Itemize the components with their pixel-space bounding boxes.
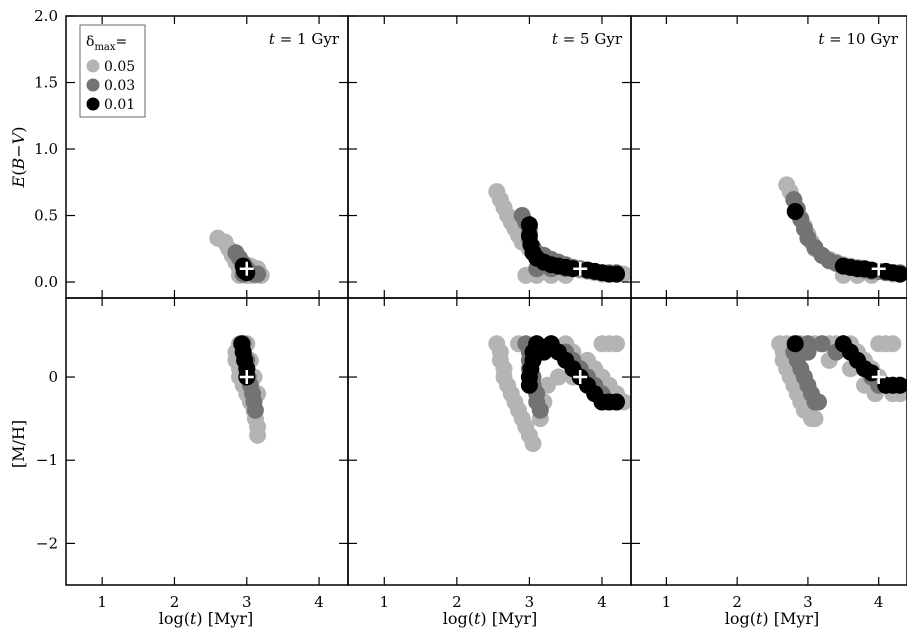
point-s005	[249, 426, 267, 444]
point-s003	[813, 335, 831, 353]
ylabel-top: E(B−V)	[9, 127, 28, 189]
panels: 0.0 0.5 1.0 1.5 2.0 t = 1 Gyr 1 2 3 4 −2 −1 0 t = 5 G…	[34, 7, 907, 611]
points-group	[771, 335, 907, 428]
point-s005	[806, 410, 824, 428]
point-s001	[564, 260, 582, 278]
x-tick-label: 4	[874, 593, 884, 611]
x-tick-label: 1	[97, 593, 107, 611]
point-s003	[531, 401, 549, 419]
points-group	[778, 176, 907, 284]
panel-2-ebv: t = 5 Gyr	[347, 15, 632, 299]
xlabel-panel-1: log(t) [Myr]	[159, 609, 254, 628]
x-tick-label: 4	[597, 593, 607, 611]
legend-marker-0	[86, 59, 100, 73]
x-tick-label: 2	[170, 593, 180, 611]
y-tick-label: −1	[36, 451, 58, 469]
panel-1-ebv: 0.0 0.5 1.0 1.5 2.0 t = 1 Gyr	[34, 7, 349, 299]
true-value-marker	[239, 261, 254, 276]
legend-marker-2	[86, 97, 100, 111]
panel-frame	[630, 15, 907, 299]
point-s001	[520, 376, 538, 394]
true-value-marker	[239, 370, 254, 385]
point-s001	[786, 335, 804, 353]
y-tick-label: −2	[36, 534, 58, 552]
point-s003	[810, 393, 827, 411]
xlabel-panel-3: log(t) [Myr]	[725, 609, 820, 628]
x-tick-label: 3	[242, 593, 252, 611]
legend-title-subscript: max	[94, 42, 115, 53]
x-tick-label: 3	[803, 593, 813, 611]
panel-title: t = 10 Gyr	[818, 30, 898, 48]
legend-title-symbol: δ	[86, 34, 94, 50]
true-value-marker	[871, 370, 886, 385]
point-s001	[608, 393, 625, 411]
y-tick-label: 1.5	[34, 74, 58, 92]
points-group	[227, 335, 267, 444]
true-value-marker	[573, 370, 588, 385]
legend-label-0: 0.05	[104, 59, 135, 75]
point-s003	[246, 401, 264, 419]
point-s005	[608, 335, 625, 353]
x-tick-label: 1	[662, 593, 672, 611]
point-s005	[524, 435, 542, 453]
ylabel-bottom: [M/H]	[9, 420, 28, 468]
panel-1-mh: 1 2 3 4 −2 −1 0	[36, 297, 349, 611]
y-tick-label: 0.5	[34, 207, 58, 225]
panel-frame	[347, 15, 632, 299]
point-s003	[799, 343, 817, 361]
legend-title: δmax=	[86, 34, 127, 53]
y-tick-label: 0.0	[34, 273, 58, 291]
panel-title: t = 5 Gyr	[552, 30, 623, 48]
point-s005	[549, 368, 567, 386]
point-s001	[608, 265, 625, 283]
panel-frame	[65, 297, 349, 586]
legend: δmax= 0.05 0.03 0.01	[79, 24, 146, 118]
y-tick-label: 2.0	[34, 7, 58, 25]
point-s005	[884, 335, 902, 353]
panel-2-mh: 1 2 3 4	[347, 297, 632, 611]
legend-marker-1	[86, 78, 100, 92]
legend-title-equals: =	[116, 34, 128, 50]
point-s001	[891, 376, 907, 394]
legend-label-2: 0.01	[104, 97, 135, 113]
panel-3-ebv: t = 10 Gyr	[630, 15, 907, 299]
x-tick-label: 2	[452, 593, 462, 611]
x-tick-label: 1	[380, 593, 390, 611]
point-s001	[863, 261, 881, 279]
true-value-marker	[573, 261, 588, 276]
panel-frame	[630, 297, 907, 586]
panel-title: t = 1 Gyr	[269, 30, 340, 48]
legend-label-1: 0.03	[104, 78, 135, 94]
point-s001	[891, 265, 907, 283]
point-s001	[786, 203, 804, 220]
y-tick-label: 1.0	[34, 140, 58, 158]
xlabel-panel-2: log(t) [Myr]	[443, 609, 538, 628]
x-tick-label: 4	[314, 593, 324, 611]
x-tick-label: 3	[525, 593, 535, 611]
points-group	[488, 335, 631, 453]
x-tick-label: 2	[732, 593, 742, 611]
points-group	[488, 183, 631, 284]
y-tick-label: 0	[48, 368, 58, 386]
panel-3-mh: 1 2 3 4	[630, 297, 907, 611]
true-value-marker	[871, 261, 886, 276]
points-group	[209, 229, 270, 284]
